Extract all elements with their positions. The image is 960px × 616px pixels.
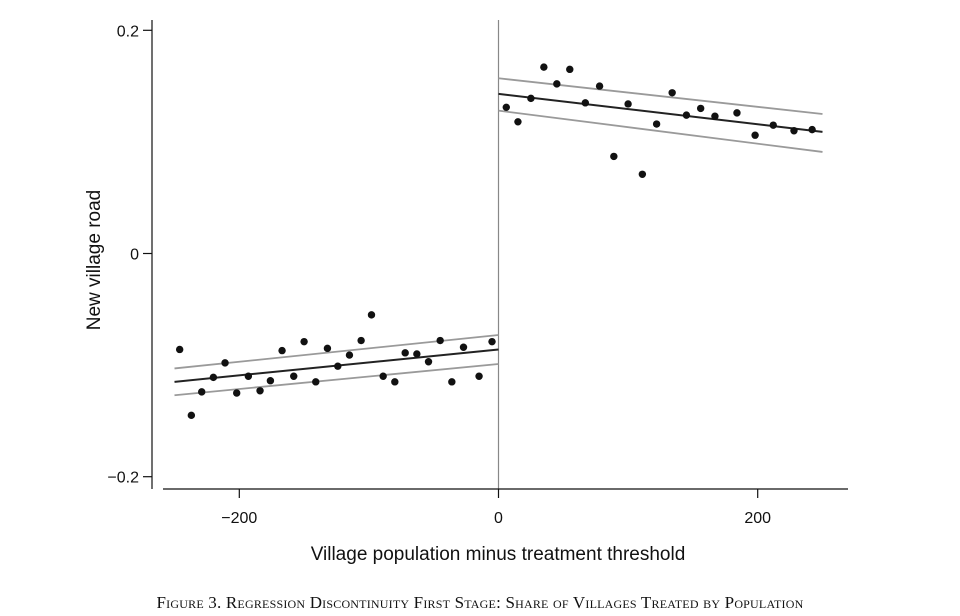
data-point [502, 103, 510, 112]
data-point [682, 111, 691, 119]
data-point [711, 112, 719, 120]
data-point [751, 131, 759, 139]
data-point [198, 388, 206, 396]
data-point [638, 170, 647, 178]
data-point [256, 387, 264, 395]
data-point [566, 65, 574, 74]
rd-scatter-chart: 0.2 0 −0.2 −200 0 200 Village population minu… [84, 20, 848, 565]
data-point [624, 100, 632, 108]
data-point [553, 80, 561, 88]
plot-area [174, 20, 823, 489]
x-tick-label: 200 [744, 510, 771, 527]
data-point [733, 109, 741, 117]
data-point [209, 373, 218, 382]
ci-lower-right [498, 109, 823, 153]
data-point [610, 152, 618, 161]
data-point [808, 125, 816, 134]
ci-lower-left [174, 363, 499, 397]
data-point [278, 346, 286, 355]
data-point [334, 362, 342, 370]
y-tick-label: 0 [130, 247, 139, 264]
data-point [187, 411, 196, 420]
y-axis-title: New village road [84, 190, 105, 330]
data-point [221, 359, 229, 367]
data-point [595, 82, 604, 90]
data-point [436, 336, 444, 345]
data-point [652, 120, 661, 128]
data-point [527, 94, 535, 103]
data-point [540, 63, 548, 71]
data-point [448, 378, 456, 386]
data-point [459, 343, 468, 351]
data-point [266, 377, 275, 385]
data-point [514, 118, 522, 126]
x-tick-label: 0 [494, 510, 503, 527]
data-point [413, 350, 421, 358]
data-point [290, 372, 298, 380]
data-point [581, 99, 590, 107]
data-point [475, 372, 483, 380]
figure-caption: Figure 3. Regression Discontinuity First… [156, 593, 804, 612]
data-point [244, 372, 253, 380]
axes: 0.2 0 −0.2 −200 0 200 [107, 20, 848, 527]
data-point [488, 337, 496, 346]
data-point [769, 121, 777, 129]
data-point [233, 389, 241, 397]
x-tick-label: −200 [221, 510, 257, 527]
x-axis-title: Village population minus treatment thres… [311, 544, 686, 565]
data-point [401, 349, 409, 357]
data-point [357, 336, 365, 345]
data-point [391, 378, 399, 386]
fit-line-right [498, 92, 823, 133]
data-point [379, 372, 387, 380]
data-point [668, 89, 676, 97]
data-point [300, 337, 308, 346]
ci-upper-right [498, 77, 823, 115]
data-point [312, 378, 320, 386]
data-point [696, 104, 705, 113]
y-tick-label: 0.2 [117, 23, 139, 40]
data-point [345, 351, 354, 359]
y-tick-label: −0.2 [107, 470, 139, 487]
data-point [424, 358, 433, 366]
data-point [367, 311, 376, 319]
data-point [323, 344, 332, 353]
data-point [175, 345, 184, 354]
data-point [790, 127, 798, 135]
